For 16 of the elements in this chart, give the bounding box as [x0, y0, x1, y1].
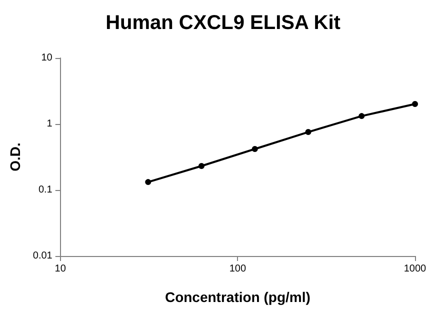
y-tick-label: 0.01	[32, 250, 53, 262]
x-tick-label: 10	[54, 264, 66, 274]
point	[305, 129, 312, 136]
point	[358, 113, 365, 120]
point	[252, 146, 258, 152]
y-axis-title: O.D.	[7, 142, 23, 172]
y-tick-label: 10	[41, 52, 53, 64]
point	[412, 100, 418, 107]
x-tick-label: 100	[229, 264, 246, 274]
point	[198, 163, 204, 169]
x-tick-label: 1000	[404, 264, 427, 274]
y-tick-label: 1	[46, 118, 53, 130]
point	[145, 179, 152, 186]
chart-title: Human CXCL9 ELISA Kit	[106, 12, 341, 34]
x-axis-title: Concentration (pg/ml)	[164, 289, 310, 305]
y-tick-label: 0.1	[38, 184, 53, 196]
